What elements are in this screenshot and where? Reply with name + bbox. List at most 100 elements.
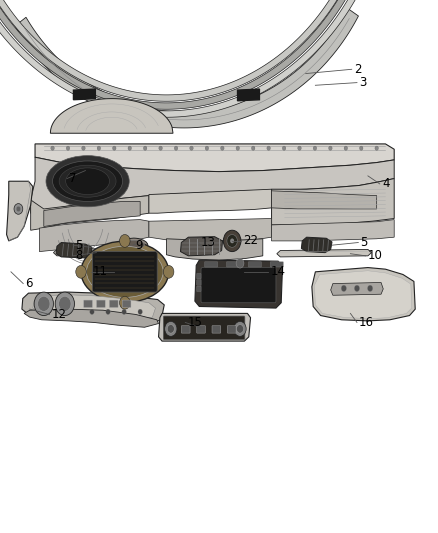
Text: 4: 4 [382, 177, 389, 190]
Circle shape [128, 146, 131, 150]
Text: 3: 3 [359, 76, 367, 89]
Circle shape [55, 292, 74, 316]
Polygon shape [0, 0, 367, 117]
Polygon shape [166, 239, 263, 260]
Ellipse shape [81, 241, 169, 303]
Text: 9: 9 [135, 239, 142, 252]
Polygon shape [149, 189, 272, 213]
Circle shape [313, 146, 317, 150]
Text: 13: 13 [201, 236, 215, 249]
Circle shape [14, 204, 23, 214]
FancyBboxPatch shape [92, 252, 157, 292]
Circle shape [59, 296, 71, 311]
Circle shape [230, 239, 234, 243]
Circle shape [227, 235, 237, 247]
Ellipse shape [124, 238, 148, 250]
Circle shape [360, 146, 363, 150]
Text: 15: 15 [187, 316, 202, 329]
Circle shape [190, 146, 193, 150]
Polygon shape [195, 260, 283, 308]
FancyBboxPatch shape [226, 262, 240, 267]
Circle shape [120, 296, 130, 309]
Circle shape [167, 325, 174, 333]
FancyBboxPatch shape [227, 326, 236, 333]
Circle shape [344, 146, 348, 150]
Polygon shape [39, 220, 149, 252]
Circle shape [159, 146, 162, 150]
Circle shape [120, 235, 130, 247]
FancyBboxPatch shape [84, 300, 92, 308]
Circle shape [174, 146, 178, 150]
Polygon shape [272, 220, 394, 241]
Circle shape [221, 146, 224, 150]
Text: 16: 16 [359, 316, 374, 329]
Circle shape [236, 259, 244, 268]
FancyBboxPatch shape [212, 326, 221, 333]
Polygon shape [7, 181, 33, 241]
Text: 2: 2 [354, 63, 361, 76]
Circle shape [298, 146, 301, 150]
FancyBboxPatch shape [248, 262, 261, 267]
Text: 11: 11 [93, 265, 108, 278]
Text: 5: 5 [75, 239, 83, 252]
Polygon shape [301, 237, 332, 253]
Polygon shape [56, 243, 92, 258]
Circle shape [354, 285, 360, 292]
Circle shape [38, 296, 50, 311]
Text: 14: 14 [271, 265, 286, 278]
Text: 12: 12 [52, 308, 67, 321]
Polygon shape [272, 191, 377, 209]
Polygon shape [15, 8, 358, 128]
Polygon shape [277, 249, 371, 257]
Polygon shape [0, 0, 360, 109]
Circle shape [236, 146, 240, 150]
Text: 6: 6 [25, 277, 33, 290]
Ellipse shape [46, 156, 129, 207]
Ellipse shape [66, 168, 110, 195]
Circle shape [66, 146, 70, 150]
Circle shape [237, 325, 244, 333]
Circle shape [97, 146, 101, 150]
Circle shape [106, 309, 110, 314]
Circle shape [283, 146, 286, 150]
Circle shape [223, 230, 241, 252]
Text: 10: 10 [368, 249, 383, 262]
Polygon shape [312, 268, 415, 321]
Circle shape [138, 309, 142, 314]
FancyBboxPatch shape [205, 262, 218, 267]
Circle shape [51, 146, 54, 150]
Polygon shape [33, 295, 155, 320]
FancyBboxPatch shape [270, 262, 283, 267]
FancyBboxPatch shape [122, 300, 131, 308]
Polygon shape [22, 292, 164, 324]
Polygon shape [180, 237, 223, 256]
Circle shape [267, 146, 270, 150]
Circle shape [90, 309, 94, 314]
FancyBboxPatch shape [197, 286, 201, 292]
Circle shape [341, 285, 346, 292]
Circle shape [143, 146, 147, 150]
Circle shape [76, 265, 86, 278]
Text: 7: 7 [69, 172, 77, 185]
Polygon shape [159, 313, 251, 341]
Polygon shape [314, 271, 412, 319]
Text: 22: 22 [243, 235, 258, 247]
Circle shape [328, 146, 332, 150]
Polygon shape [24, 309, 159, 327]
Circle shape [205, 146, 208, 150]
Circle shape [375, 146, 378, 150]
FancyBboxPatch shape [181, 326, 190, 333]
Polygon shape [272, 179, 394, 225]
Polygon shape [237, 89, 259, 101]
FancyBboxPatch shape [197, 273, 201, 279]
Polygon shape [331, 282, 383, 295]
Circle shape [165, 321, 177, 336]
Circle shape [122, 309, 126, 314]
Circle shape [367, 285, 373, 292]
FancyBboxPatch shape [197, 326, 205, 333]
Ellipse shape [127, 240, 145, 248]
FancyBboxPatch shape [110, 300, 118, 308]
Ellipse shape [86, 246, 163, 297]
Ellipse shape [59, 165, 116, 197]
Text: 5: 5 [360, 236, 368, 249]
